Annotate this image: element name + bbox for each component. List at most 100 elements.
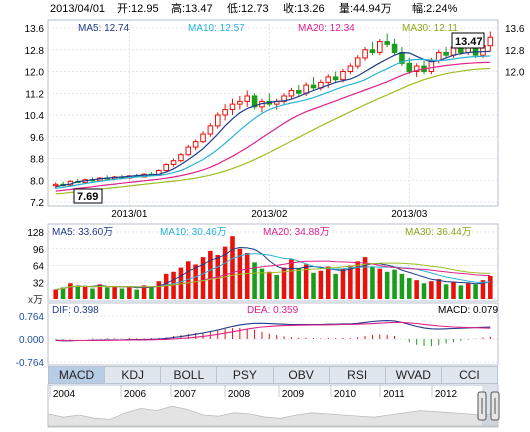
price-grid [48,20,498,206]
volume-bar-down [60,287,66,299]
volume-bar-up [303,264,309,299]
tab-wvad[interactable]: WVAD [386,367,442,383]
candle-up [362,49,368,59]
quote-close: 收:13.26 [283,1,325,15]
timeline-navigator[interactable]: 2004 2006 2007 2008 2009 2010 2011 2012 [47,384,500,428]
tab-rsi[interactable]: RSI [330,367,386,383]
volume-bar-up [163,273,169,299]
macd-panel: 0.764 0.000 -0.764 DIF: 0.398 DEA: 0.359 M… [16,302,499,369]
tab-psy[interactable]: PSY [217,367,274,383]
volume-ma-label: MA30: 36.44万 [405,227,472,238]
price-y-axis-right: 13.6 12.8 12.0 [505,24,525,79]
macd-y-tick: -0.764 [16,358,45,369]
tab-macd[interactable]: MACD [49,367,106,383]
tab-cci[interactable]: CCI [459,368,480,382]
volume-bar-down [406,278,412,299]
volume-bar-up [348,265,353,299]
macd-dea-label: DEA: 0.359 [247,305,299,316]
quote-low: 低:12.73 [227,2,269,15]
price-ma-label: MA20: 12.34 [298,23,355,34]
low-callout-text: 7.69 [77,191,98,203]
macd-dif-label: DIF: 0.398 [52,305,99,316]
timeline-year: 2010 [334,389,357,400]
price-x-tick: 2013/01 [111,209,148,220]
timeline-year: 2009 [282,389,305,400]
volume-bar-up [377,268,383,299]
timeline-year: 2006 [124,389,147,400]
quote-date: 2013/04/01 [50,3,105,15]
high-callout-box [451,32,485,49]
price-x-tick: 2013/02 [251,209,288,220]
timeline-year: 2007 [174,389,197,400]
macd-lines [55,320,491,342]
volume-ma-label: MA5: 33.60万 [52,227,113,238]
candle-up [52,183,59,187]
candle-down [295,90,302,94]
quote-volume: 量:44.94万 [339,2,392,15]
candle-up [229,103,236,111]
macd-grid [48,315,498,363]
price-ma-label: MA5: 12.74 [78,23,130,34]
volume-bar-down [370,266,375,299]
volume-ma-label: MA20: 34.88万 [263,227,330,238]
volume-bar-up [325,266,331,299]
macd-y-tick: 0.764 [19,312,44,323]
volume-bar-down [421,283,427,299]
price-y-tick: 7.2 [30,198,44,209]
price-y-tick-right: 13.6 [505,24,525,35]
volume-bar-up [222,246,228,299]
volume-bar-up [289,259,294,299]
timeline-right-handle[interactable] [490,391,500,421]
timeline-year: 2012 [435,389,458,400]
tab-boll[interactable]: BOLL [161,367,218,383]
volume-bar-up [414,280,419,299]
candle-up [214,114,221,127]
volume-bar-up [178,267,184,299]
macd-histogram [55,327,491,347]
low-callout-box [73,188,103,204]
candle-up [237,100,243,105]
volume-y-tick: 128 [27,228,44,239]
tab-kdj[interactable]: KDJ [105,367,162,383]
volume-bar-down [90,288,95,299]
candle-up [354,57,361,67]
volume-bar-down [443,284,449,299]
ma-line-ma10 [55,55,491,189]
price-y-tick: 12.0 [25,68,45,79]
candle-up [178,154,184,162]
volume-bar-up [97,284,103,299]
tab-obv[interactable]: OBV [274,367,330,383]
price-ma-label: MA10: 12.57 [188,23,245,34]
timeline-year: 2004 [53,389,76,400]
price-y-tick: 8.8 [30,155,44,166]
candle-up [413,65,420,72]
candle-up [170,160,177,165]
volume-bar-down [75,285,81,299]
volume-bar-down [252,262,257,299]
price-x-tick: 2013/03 [391,209,428,220]
quote-amplitude: 幅:2.24% [412,2,457,15]
candle-down [406,62,413,72]
price-panel: 13.6 12.8 12.0 11.2 10.4 9.6 8.8 8.0 7.2 13.6 12.… [25,19,525,220]
volume-bar-up [112,285,117,299]
candle-up [487,36,494,47]
volume-y-tick: 96 [33,245,45,256]
timeline-left-handle[interactable] [477,391,487,421]
price-y-tick: 12.8 [25,46,45,57]
price-y-tick-right: 12.8 [505,46,525,57]
volume-ma-label: MA10: 30.46万 [160,227,227,238]
volume-bar-up [267,271,272,299]
volume-bar-up [281,267,287,299]
volume-bar-down [473,284,478,299]
volume-bar-down [333,273,338,299]
volume-bar-up [208,250,213,299]
volume-ma-line [55,262,491,291]
candle-up [347,65,354,72]
volume-bar-up [340,268,346,299]
candle-up [340,71,346,81]
volume-bar-up [127,287,132,299]
price-y-tick: 10.4 [25,111,45,122]
price-y-tick: 13.6 [25,24,45,35]
candle-down [310,84,317,89]
